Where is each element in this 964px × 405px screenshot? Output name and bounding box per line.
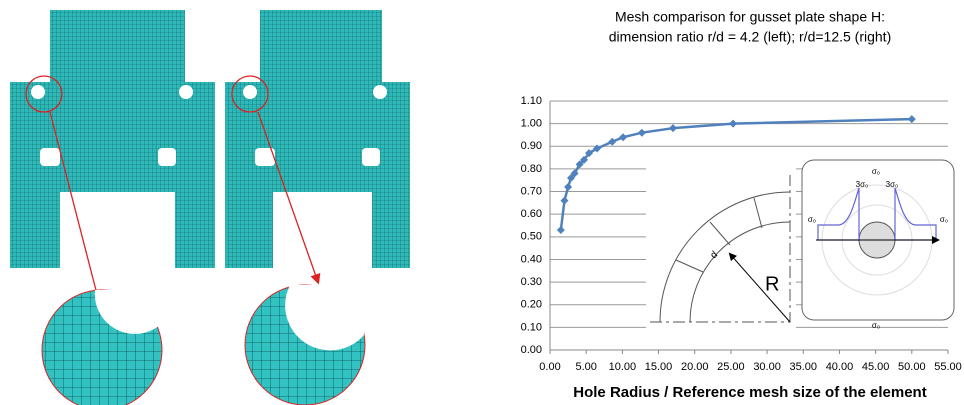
y-tick-label: 0.20 [521,299,542,311]
annotation: σ₀ [808,215,816,224]
y-tick-label: 1.00 [521,118,542,130]
data-point [564,183,572,191]
x-axis-label: Hole Radius / Reference mesh size of the… [573,384,926,401]
chart-title: Mesh comparison for gusset plate shape H… [615,9,885,25]
data-point [619,133,627,141]
y-tick-label: 1.10 [521,95,542,107]
data-point [557,226,565,234]
x-tick-label: 45.00 [862,361,890,373]
data-point [669,124,677,132]
x-tick-label: 40.00 [826,361,854,373]
x-tick-label: 50.00 [898,361,926,373]
x-tick-label: 0.00 [539,361,560,373]
x-tick-label: 10.00 [609,361,637,373]
annotation: σ₀ [872,167,880,176]
annotation: 3σ₀ [856,180,869,189]
annotation: σ₀ [872,321,880,330]
mesh-left [10,10,215,272]
x-tick-label: 15.00 [645,361,673,373]
x-tick-label: 55.00 [934,361,962,373]
y-tick-label: 0.50 [521,231,542,243]
data-point [608,138,616,146]
x-tick-label: 25.00 [717,361,745,373]
data-point [560,197,568,205]
annotation: σ₀ [940,215,948,224]
y-tick-label: 0.90 [521,140,542,152]
y-tick-label: 0.40 [521,253,542,265]
figure: Mesh comparison for gusset plate shape H… [0,0,964,405]
annotation: R [765,273,779,295]
mesh-right [225,10,410,272]
data-point [729,120,737,128]
zoom-right [245,285,366,405]
y-tick-label: 0.80 [521,163,542,175]
y-tick-label: 0.60 [521,208,542,220]
zoom-left [42,290,162,405]
data-point [638,129,646,137]
x-tick-label: 35.00 [790,361,818,373]
y-tick-label: 0.10 [521,321,542,333]
data-point [908,115,916,123]
x-tick-label: 5.00 [575,361,596,373]
annotation: 3σ₀ [886,180,899,189]
y-tick-label: 0.00 [521,344,542,356]
x-tick-label: 30.00 [753,361,781,373]
x-tick-label: 20.00 [681,361,709,373]
y-tick-label: 0.30 [521,276,542,288]
y-tick-label: 0.70 [521,185,542,197]
chart-subtitle: dimension ratio r/d = 4.2 (left); r/d=12… [609,29,891,45]
